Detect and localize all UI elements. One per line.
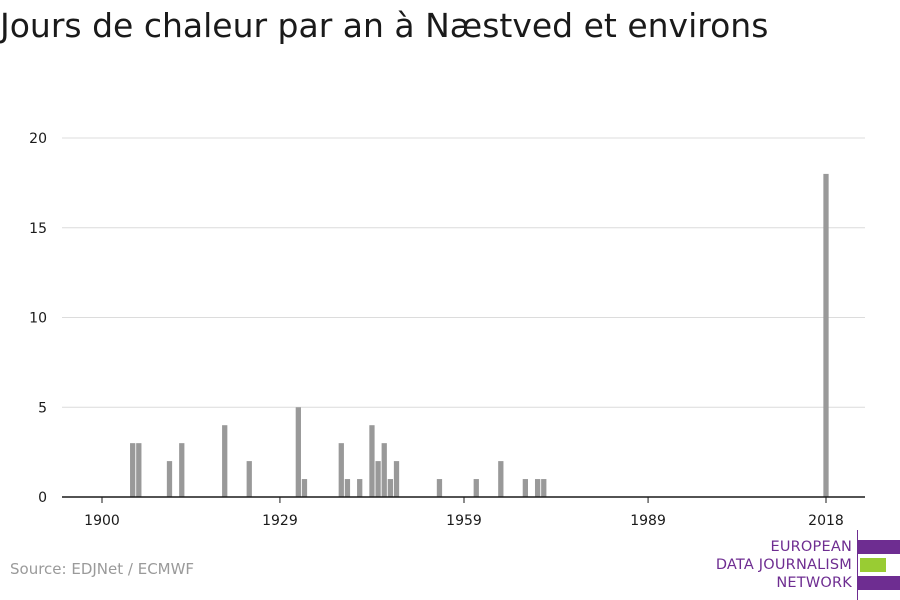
bar-1911 bbox=[166, 461, 173, 497]
bar-1924 bbox=[246, 461, 252, 497]
logo-bar-middle bbox=[860, 558, 886, 572]
bar-1905 bbox=[130, 443, 136, 497]
bar-2018 bbox=[823, 173, 829, 497]
logo-bar-top bbox=[858, 540, 900, 554]
x-tick-label-1929: 1929 bbox=[262, 513, 298, 529]
bar-1946 bbox=[381, 443, 387, 497]
x-tick-label-1959: 1959 bbox=[446, 513, 482, 529]
y-tick-label-20: 20 bbox=[29, 131, 47, 147]
y-tick-label-5: 5 bbox=[38, 400, 47, 416]
x-tick-label-1989: 1989 bbox=[630, 513, 666, 529]
x-tick-label-1900: 1900 bbox=[84, 513, 120, 529]
y-tick-label-10: 10 bbox=[29, 311, 47, 327]
bar-1942 bbox=[357, 479, 363, 497]
logo-text: EUROPEAN DATA JOURNALISM NETWORK bbox=[716, 538, 852, 592]
axes: 0 5 10 15 20 1900 1929 1959 1989 2018 bbox=[29, 131, 865, 529]
bar-1945 bbox=[375, 461, 381, 497]
bar-1933 bbox=[301, 479, 308, 497]
bar-1920 bbox=[222, 425, 228, 497]
bar-1965 bbox=[498, 461, 504, 497]
bar-1961 bbox=[473, 479, 479, 497]
logo-divider bbox=[857, 530, 858, 600]
bar-1948 bbox=[393, 461, 400, 497]
bar-1913 bbox=[179, 443, 185, 497]
gridlines bbox=[62, 137, 865, 408]
bar-1932 bbox=[295, 407, 301, 497]
bar-1955 bbox=[436, 479, 443, 497]
bar-1972 bbox=[541, 479, 547, 497]
y-tick-label-15: 15 bbox=[29, 221, 47, 237]
logo-line-2: DATA JOURNALISM bbox=[715, 557, 852, 573]
logo-bar-bottom bbox=[858, 576, 900, 590]
edjnet-logo[interactable]: EUROPEAN DATA JOURNALISM NETWORK bbox=[670, 530, 900, 600]
bar-1971 bbox=[534, 479, 541, 497]
bar-1906 bbox=[136, 443, 142, 497]
source-note: Source: EDJNet / ECMWF bbox=[10, 560, 195, 578]
logo-line-3: NETWORK bbox=[776, 575, 852, 591]
bar-1940 bbox=[344, 479, 351, 497]
y-tick-label-0: 0 bbox=[38, 490, 47, 506]
bar-1939 bbox=[338, 443, 344, 497]
bar-1969 bbox=[522, 479, 528, 497]
x-tick-label-2018: 2018 bbox=[808, 513, 844, 529]
bar-1947 bbox=[387, 479, 394, 497]
chart-title: Jours de chaleur par an à Næstved et env… bbox=[0, 6, 769, 45]
bars-group bbox=[130, 173, 829, 497]
logo-line-1: EUROPEAN bbox=[770, 539, 852, 555]
bar-1944 bbox=[369, 425, 375, 497]
